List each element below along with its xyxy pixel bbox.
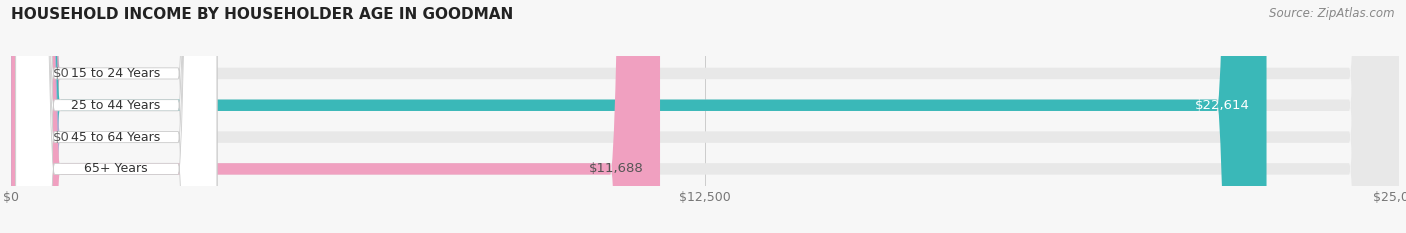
FancyBboxPatch shape bbox=[11, 0, 659, 233]
Text: 45 to 64 Years: 45 to 64 Years bbox=[70, 130, 160, 144]
FancyBboxPatch shape bbox=[15, 0, 217, 233]
Text: 15 to 24 Years: 15 to 24 Years bbox=[70, 67, 160, 80]
FancyBboxPatch shape bbox=[15, 0, 217, 233]
FancyBboxPatch shape bbox=[11, 0, 1267, 233]
Text: $0: $0 bbox=[53, 130, 70, 144]
FancyBboxPatch shape bbox=[15, 0, 217, 233]
FancyBboxPatch shape bbox=[0, 0, 62, 233]
Text: Source: ZipAtlas.com: Source: ZipAtlas.com bbox=[1270, 7, 1395, 20]
FancyBboxPatch shape bbox=[15, 0, 217, 233]
Text: $11,688: $11,688 bbox=[589, 162, 644, 175]
Text: $0: $0 bbox=[53, 67, 70, 80]
FancyBboxPatch shape bbox=[0, 0, 62, 233]
FancyBboxPatch shape bbox=[11, 0, 1399, 233]
Text: HOUSEHOLD INCOME BY HOUSEHOLDER AGE IN GOODMAN: HOUSEHOLD INCOME BY HOUSEHOLDER AGE IN G… bbox=[11, 7, 513, 22]
FancyBboxPatch shape bbox=[11, 0, 1399, 233]
Text: $22,614: $22,614 bbox=[1195, 99, 1250, 112]
Text: 25 to 44 Years: 25 to 44 Years bbox=[70, 99, 160, 112]
FancyBboxPatch shape bbox=[11, 0, 1399, 233]
FancyBboxPatch shape bbox=[11, 0, 1399, 233]
Text: 65+ Years: 65+ Years bbox=[83, 162, 148, 175]
